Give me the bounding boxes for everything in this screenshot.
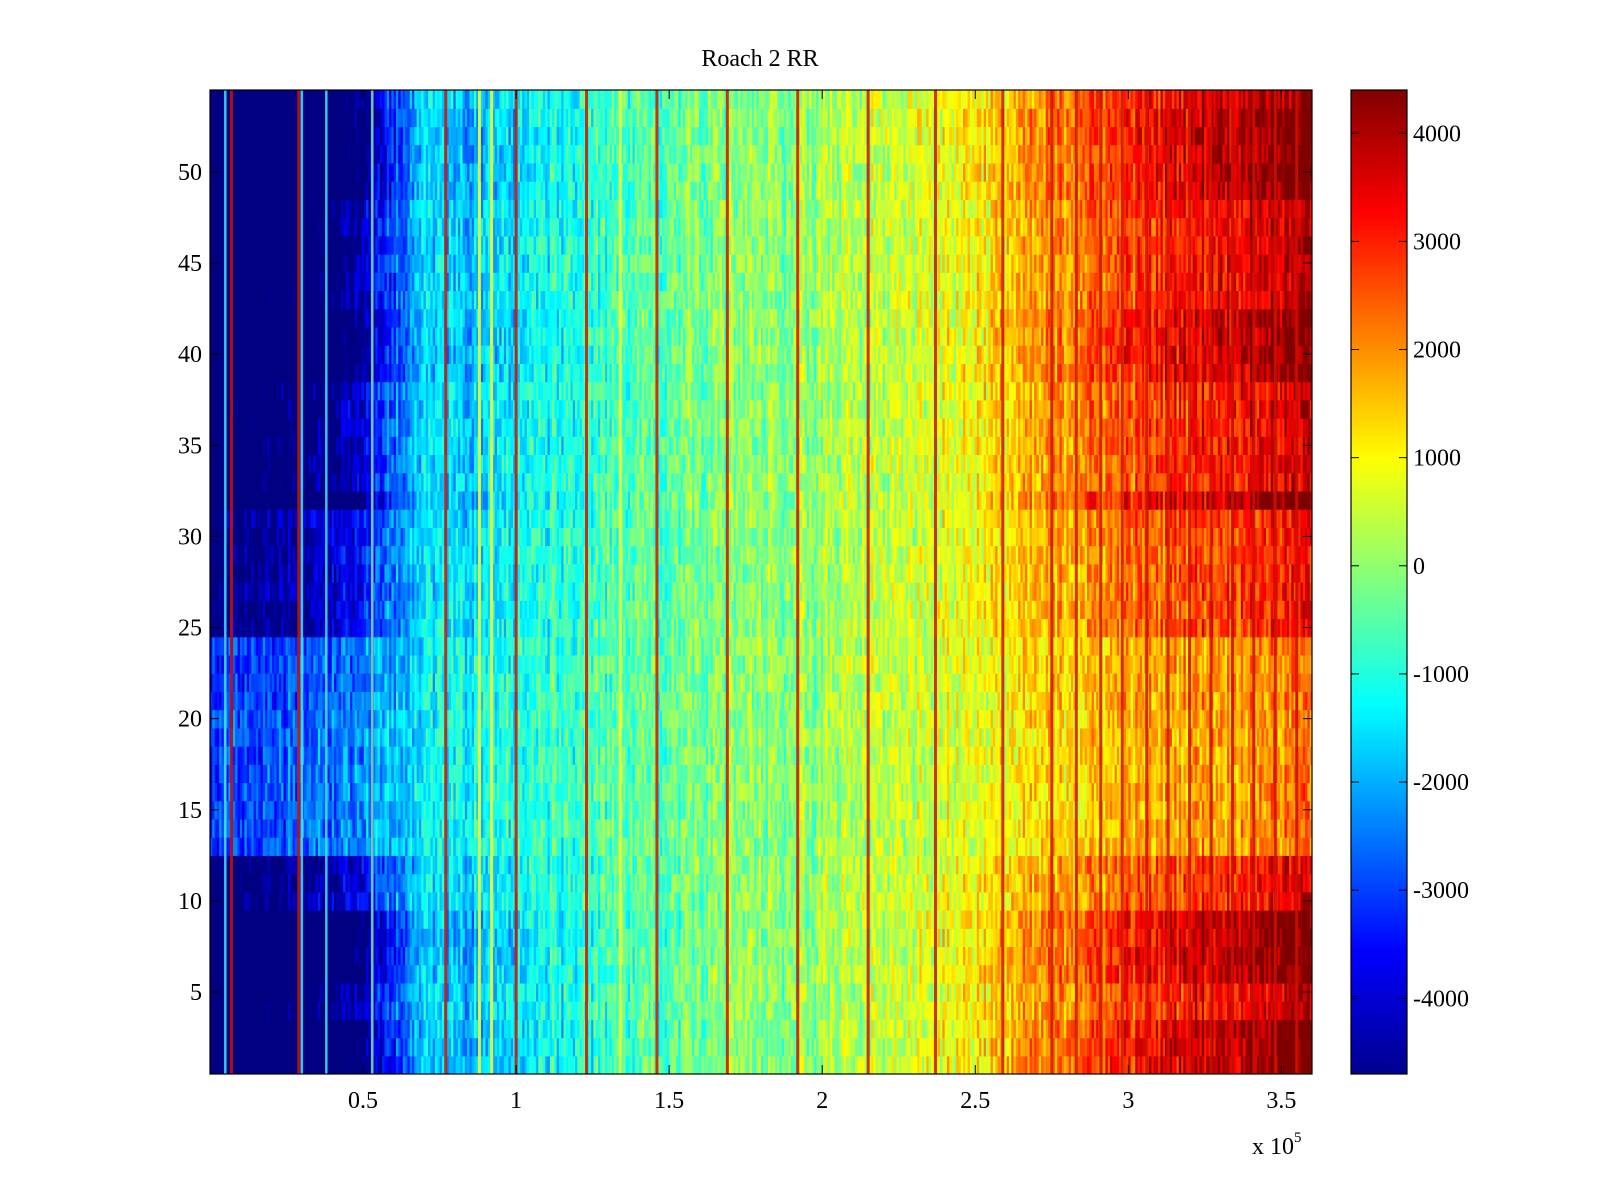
chart-title: Roach 2 RR	[701, 46, 818, 72]
heatmap-figure: Roach 2 RR 0.5 1 1.5 2 2.5 3 3.5 5101520253035…	[0, 0, 1600, 1200]
heatmap-cells	[210, 90, 1313, 1075]
